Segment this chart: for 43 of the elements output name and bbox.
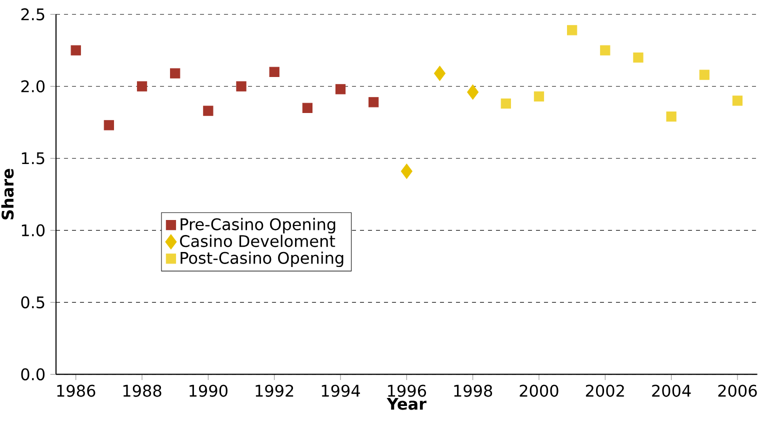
x-tick-label: 1998 [454,384,492,397]
x-tick-label: 2002 [586,384,624,397]
point [170,68,180,78]
point [633,52,644,63]
x-tick-label: 1990 [190,384,228,397]
point [666,111,676,122]
point [600,45,610,56]
point [500,98,511,109]
y-tick-label: 1.0 [22,224,45,236]
x-tick-label: 1992 [256,384,294,397]
y-axis-title: Share [1,168,14,220]
y-tick-label: 2.5 [21,8,44,20]
x-tick-label: 1988 [123,384,162,397]
point [400,164,412,179]
point [335,84,346,94]
x-tick-label: 2004 [652,384,691,397]
point [567,25,578,36]
legend-label: Pre-Casino Opening [180,218,336,234]
point [236,81,246,92]
point [203,106,214,116]
point [434,66,446,81]
x-tick-label: 2006 [718,384,757,397]
point [104,120,114,130]
y-tick-label: 0.0 [21,368,45,380]
point [534,91,544,102]
point [302,102,312,113]
point [70,45,81,56]
point [732,96,743,106]
point [368,97,379,108]
x-tick-label: 1996 [388,384,426,397]
legend-label: Casino Develoment [180,234,336,248]
y-tick-label: 0.5 [21,296,44,308]
point [136,81,148,92]
x-tick-label: 2000 [520,384,558,397]
y-tick-label: 2.0 [21,80,45,92]
x-tick-label: 1986 [57,384,96,397]
point [699,70,710,80]
x-axis-title: Year [386,398,426,410]
point [269,66,280,77]
legend-label: Post-Casino Opening [180,252,344,268]
point [467,84,479,100]
y-tick-label: 1.5 [22,152,44,164]
x-tick-label: 1994 [322,384,360,397]
